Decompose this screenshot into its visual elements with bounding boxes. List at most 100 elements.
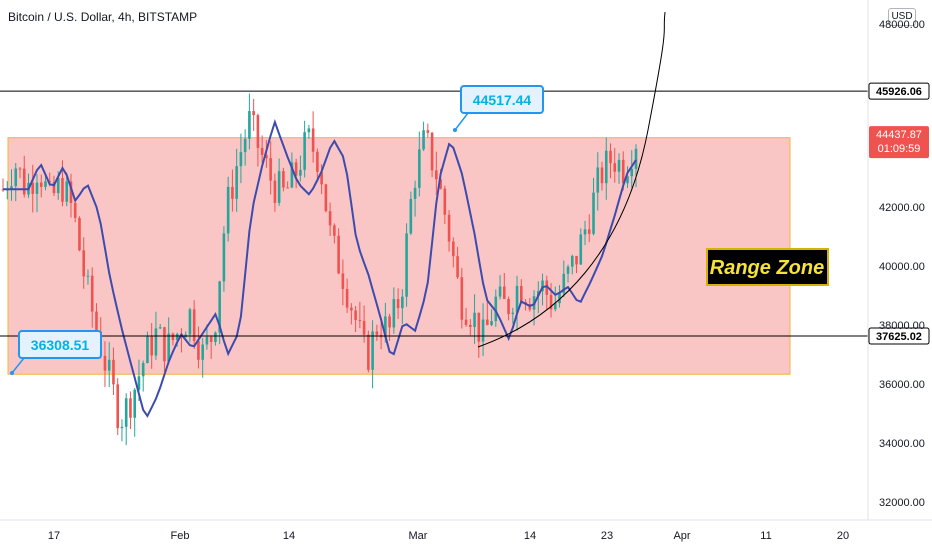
callout-pointer	[454, 112, 469, 131]
y-tick-label: 36000.00	[879, 379, 925, 391]
candle	[460, 277, 464, 320]
candle	[277, 171, 281, 203]
candle	[273, 180, 277, 203]
candle	[600, 167, 604, 184]
candle	[320, 171, 323, 185]
price-label-box	[868, 327, 930, 345]
candle	[350, 307, 353, 311]
candle	[558, 293, 561, 304]
candle	[137, 376, 141, 390]
candle	[112, 359, 115, 385]
candle	[10, 186, 13, 190]
candle	[269, 158, 272, 181]
candle	[299, 169, 302, 176]
candle	[345, 288, 349, 308]
candle	[256, 115, 260, 148]
price-label-box	[868, 82, 930, 100]
candle	[358, 320, 362, 322]
candle	[290, 162, 294, 188]
callout-box[interactable]	[18, 330, 102, 359]
candle	[129, 398, 132, 418]
current-price-box	[869, 126, 929, 159]
candle	[107, 359, 111, 371]
candle	[473, 312, 476, 328]
currency-button[interactable]: USD	[888, 8, 916, 26]
candle	[146, 336, 149, 364]
candle	[265, 154, 268, 159]
candle	[48, 181, 52, 183]
candle	[218, 281, 221, 333]
candle	[222, 233, 226, 282]
candle	[209, 336, 213, 342]
countdown-label: 01:09:59	[878, 143, 921, 155]
candle	[14, 168, 18, 187]
candle	[418, 149, 421, 188]
candle	[39, 182, 43, 187]
candle	[44, 181, 47, 187]
candle	[188, 309, 192, 335]
candle	[575, 255, 578, 265]
candle	[562, 273, 566, 294]
candle	[596, 167, 600, 193]
candle	[362, 320, 366, 335]
moving-average-line	[3, 118, 637, 418]
candle	[328, 211, 332, 226]
x-tick-label: 17	[48, 530, 60, 542]
x-tick-label: Mar	[409, 530, 428, 542]
candle	[286, 187, 289, 189]
candle	[61, 178, 64, 202]
callout-anchor	[453, 128, 457, 132]
candle	[90, 275, 94, 312]
candle	[124, 398, 128, 427]
candle	[498, 286, 502, 297]
y-tick-label: 34000.00	[879, 438, 925, 450]
candle	[570, 255, 574, 267]
x-tick-label: 11	[760, 530, 771, 542]
y-tick-label: 32000.00	[879, 497, 925, 509]
y-tick-label: 38000.00	[879, 320, 925, 332]
candle	[214, 332, 217, 342]
candle	[511, 312, 515, 315]
candle	[22, 168, 26, 195]
candle	[316, 151, 319, 172]
candle	[464, 319, 468, 325]
candle	[192, 309, 196, 341]
range-zone-label-box	[706, 248, 829, 286]
candle	[120, 426, 124, 429]
y-tick-label: 42000.00	[879, 202, 925, 214]
candle	[150, 336, 153, 356]
candle	[86, 275, 90, 277]
candle	[613, 163, 617, 172]
candle	[163, 327, 166, 362]
candle	[456, 256, 459, 278]
candle	[324, 184, 328, 212]
candle	[507, 298, 510, 315]
candle	[311, 128, 315, 152]
candle	[205, 336, 209, 345]
candle	[252, 111, 255, 116]
candle	[307, 128, 311, 133]
callout-box[interactable]	[460, 85, 544, 114]
candle	[303, 132, 306, 170]
candle	[78, 217, 81, 251]
candle	[103, 355, 107, 371]
candle	[447, 214, 451, 242]
candle	[243, 138, 247, 153]
candle	[341, 273, 345, 289]
x-tick-label: Apr	[673, 530, 690, 542]
candle	[133, 389, 136, 418]
callout-label: 36308.51	[31, 337, 90, 353]
candle	[452, 241, 455, 257]
candle	[494, 296, 498, 322]
candle	[515, 285, 519, 313]
candle	[592, 192, 595, 234]
candle	[579, 234, 583, 265]
candle	[337, 235, 340, 274]
candle	[477, 312, 481, 342]
candle	[621, 159, 625, 184]
candle	[566, 266, 570, 274]
candle	[626, 176, 629, 184]
current-price-label: 44437.87	[876, 129, 922, 141]
candle	[413, 187, 417, 199]
